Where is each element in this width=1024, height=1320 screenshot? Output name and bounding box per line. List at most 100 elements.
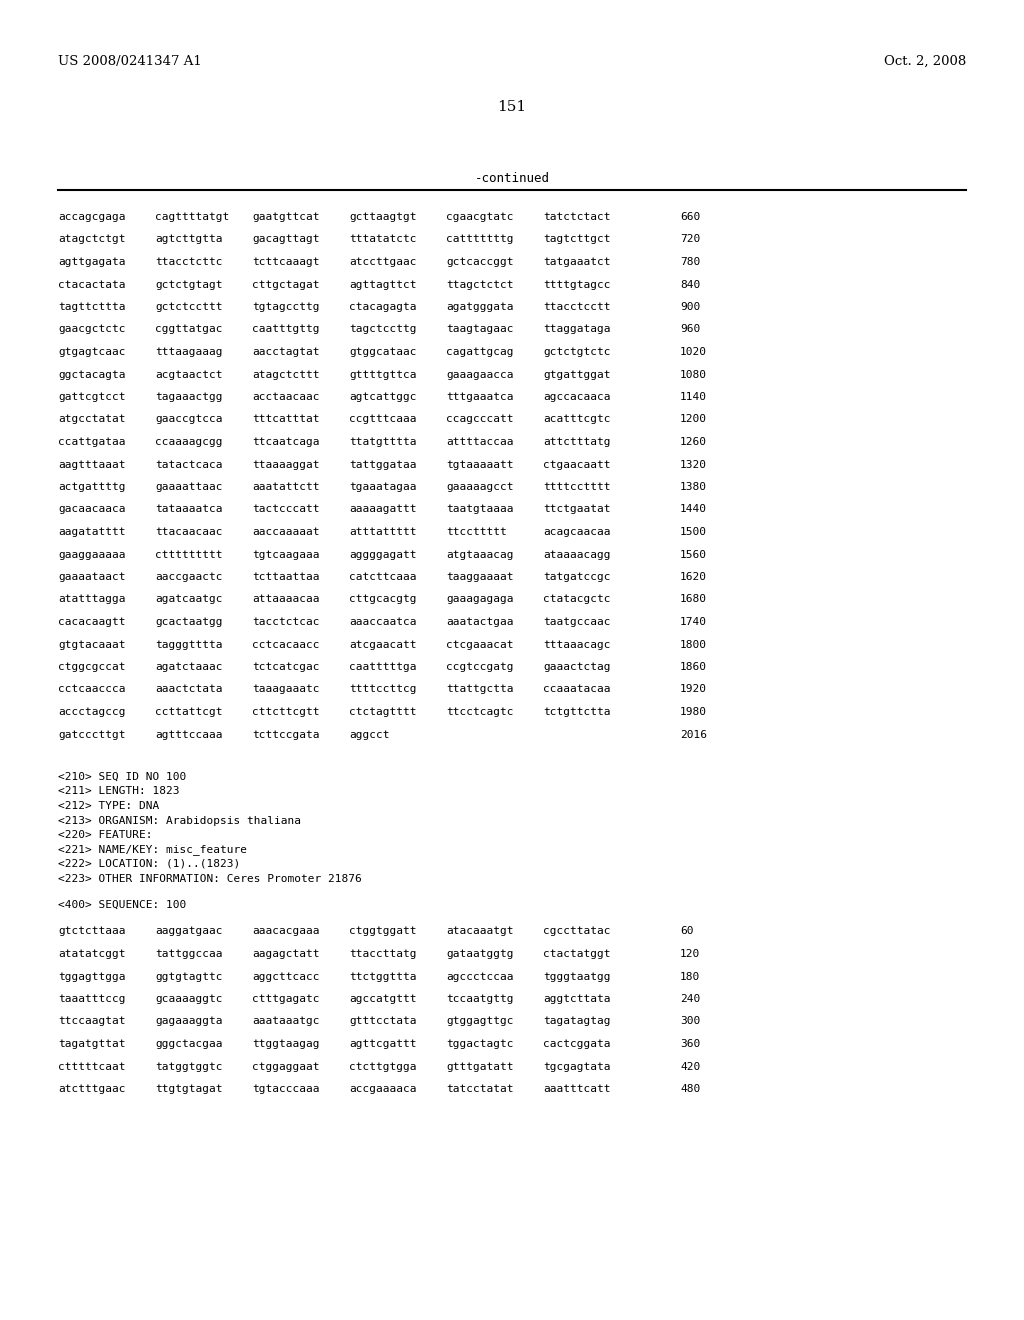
Text: <213> ORGANISM: Arabidopsis thaliana: <213> ORGANISM: Arabidopsis thaliana: [58, 816, 301, 825]
Text: 1980: 1980: [680, 708, 707, 717]
Text: tctcatcgac: tctcatcgac: [252, 663, 319, 672]
Text: ctgaacaatt: ctgaacaatt: [543, 459, 610, 470]
Text: ccgtccgatg: ccgtccgatg: [446, 663, 513, 672]
Text: taaagaaatc: taaagaaatc: [252, 685, 319, 694]
Text: tacctctcac: tacctctcac: [252, 616, 319, 627]
Text: taaggaaaat: taaggaaaat: [446, 572, 513, 582]
Text: tttatatctc: tttatatctc: [349, 235, 417, 244]
Text: ttatgtttta: ttatgtttta: [349, 437, 417, 447]
Text: attttaccaa: attttaccaa: [446, 437, 513, 447]
Text: atagctctgt: atagctctgt: [58, 235, 126, 244]
Text: tatgatccgc: tatgatccgc: [543, 572, 610, 582]
Text: cgaacgtatc: cgaacgtatc: [446, 213, 513, 222]
Text: gaatgttcat: gaatgttcat: [252, 213, 319, 222]
Text: acagcaacaa: acagcaacaa: [543, 527, 610, 537]
Text: ttttccttcg: ttttccttcg: [349, 685, 417, 694]
Text: gaacgctctc: gaacgctctc: [58, 325, 126, 334]
Text: atagctcttt: atagctcttt: [252, 370, 319, 380]
Text: 720: 720: [680, 235, 700, 244]
Text: agttcgattt: agttcgattt: [349, 1039, 417, 1049]
Text: accctagccg: accctagccg: [58, 708, 126, 717]
Text: aaaccaatca: aaaccaatca: [349, 616, 417, 627]
Text: gtttgatatt: gtttgatatt: [446, 1061, 513, 1072]
Text: ttaccttatg: ttaccttatg: [349, 949, 417, 960]
Text: aagagctatt: aagagctatt: [252, 949, 319, 960]
Text: tagatgttat: tagatgttat: [58, 1039, 126, 1049]
Text: gaaccgtcca: gaaccgtcca: [155, 414, 222, 425]
Text: <221> NAME/KEY: misc_feature: <221> NAME/KEY: misc_feature: [58, 845, 247, 855]
Text: cttttttttt: cttttttttt: [155, 549, 222, 560]
Text: cgccttatac: cgccttatac: [543, 927, 610, 936]
Text: gcactaatgg: gcactaatgg: [155, 616, 222, 627]
Text: cctcaaccca: cctcaaccca: [58, 685, 126, 694]
Text: tttgaaatca: tttgaaatca: [446, 392, 513, 403]
Text: Oct. 2, 2008: Oct. 2, 2008: [884, 55, 966, 69]
Text: ctacactata: ctacactata: [58, 280, 126, 289]
Text: 960: 960: [680, 325, 700, 334]
Text: ttacctcttc: ttacctcttc: [155, 257, 222, 267]
Text: taaatttccg: taaatttccg: [58, 994, 126, 1005]
Text: tggagttgga: tggagttgga: [58, 972, 126, 982]
Text: tatggtggtc: tatggtggtc: [155, 1061, 222, 1072]
Text: ggtgtagttc: ggtgtagttc: [155, 972, 222, 982]
Text: gtgtacaaat: gtgtacaaat: [58, 639, 126, 649]
Text: cctcacaacc: cctcacaacc: [252, 639, 319, 649]
Text: tatctctact: tatctctact: [543, 213, 610, 222]
Text: ctacagagta: ctacagagta: [349, 302, 417, 312]
Text: 2016: 2016: [680, 730, 707, 739]
Text: ctctagtttt: ctctagtttt: [349, 708, 417, 717]
Text: aaggatgaac: aaggatgaac: [155, 927, 222, 936]
Text: tgggtaatgg: tgggtaatgg: [543, 972, 610, 982]
Text: 1740: 1740: [680, 616, 707, 627]
Text: tactcccatt: tactcccatt: [252, 504, 319, 515]
Text: aaaaagattt: aaaaagattt: [349, 504, 417, 515]
Text: aaataaatgc: aaataaatgc: [252, 1016, 319, 1027]
Text: ttccttttt: ttccttttt: [446, 527, 507, 537]
Text: agatcaatgc: agatcaatgc: [155, 594, 222, 605]
Text: ttctggttta: ttctggttta: [349, 972, 417, 982]
Text: <400> SEQUENCE: 100: <400> SEQUENCE: 100: [58, 900, 186, 909]
Text: 1560: 1560: [680, 549, 707, 560]
Text: 180: 180: [680, 972, 700, 982]
Text: atatttagga: atatttagga: [58, 594, 126, 605]
Text: tgaaatagaa: tgaaatagaa: [349, 482, 417, 492]
Text: 1620: 1620: [680, 572, 707, 582]
Text: <210> SEQ ID NO 100: <210> SEQ ID NO 100: [58, 772, 186, 781]
Text: atacaaatgt: atacaaatgt: [446, 927, 513, 936]
Text: 1800: 1800: [680, 639, 707, 649]
Text: ttaggataga: ttaggataga: [543, 325, 610, 334]
Text: tgtagccttg: tgtagccttg: [252, 302, 319, 312]
Text: ttttgtagcc: ttttgtagcc: [543, 280, 610, 289]
Text: cagttttatgt: cagttttatgt: [155, 213, 229, 222]
Text: acgtaactct: acgtaactct: [155, 370, 222, 380]
Text: 900: 900: [680, 302, 700, 312]
Text: caatttgttg: caatttgttg: [252, 325, 319, 334]
Text: taagtagaac: taagtagaac: [446, 325, 513, 334]
Text: ctcgaaacat: ctcgaaacat: [446, 639, 513, 649]
Text: 151: 151: [498, 100, 526, 114]
Text: ccattgataa: ccattgataa: [58, 437, 126, 447]
Text: aaatactgaa: aaatactgaa: [446, 616, 513, 627]
Text: attctttatg: attctttatg: [543, 437, 610, 447]
Text: US 2008/0241347 A1: US 2008/0241347 A1: [58, 55, 202, 69]
Text: tagctccttg: tagctccttg: [349, 325, 417, 334]
Text: ttccaagtat: ttccaagtat: [58, 1016, 126, 1027]
Text: taatgtaaaa: taatgtaaaa: [446, 504, 513, 515]
Text: 420: 420: [680, 1061, 700, 1072]
Text: aggtcttata: aggtcttata: [543, 994, 610, 1005]
Text: tagttcttta: tagttcttta: [58, 302, 126, 312]
Text: aggcttcacc: aggcttcacc: [252, 972, 319, 982]
Text: accgaaaaca: accgaaaaca: [349, 1084, 417, 1094]
Text: <222> LOCATION: (1)..(1823): <222> LOCATION: (1)..(1823): [58, 859, 241, 869]
Text: 1380: 1380: [680, 482, 707, 492]
Text: 1020: 1020: [680, 347, 707, 356]
Text: attaaaacaa: attaaaacaa: [252, 594, 319, 605]
Text: 1260: 1260: [680, 437, 707, 447]
Text: gagaaaggta: gagaaaggta: [155, 1016, 222, 1027]
Text: 780: 780: [680, 257, 700, 267]
Text: ataaaacagg: ataaaacagg: [543, 549, 610, 560]
Text: gaaaattaac: gaaaattaac: [155, 482, 222, 492]
Text: ctatacgctc: ctatacgctc: [543, 594, 610, 605]
Text: gacagttagt: gacagttagt: [252, 235, 319, 244]
Text: actgattttg: actgattttg: [58, 482, 126, 492]
